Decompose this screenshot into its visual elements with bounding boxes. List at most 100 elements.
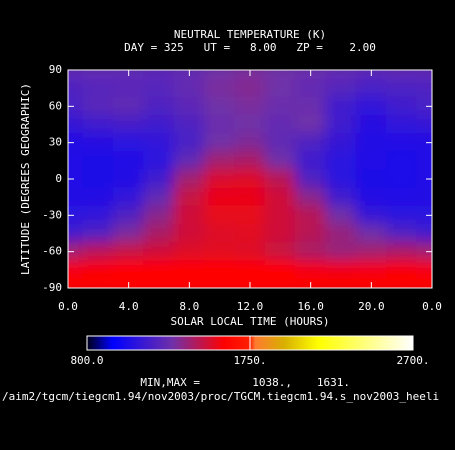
heat-cell: [355, 242, 387, 262]
heat-cell: [295, 260, 327, 280]
heat-cell: [173, 169, 205, 189]
heat-cell: [204, 223, 236, 244]
heat-cell: [68, 96, 84, 116]
heat-cell: [113, 169, 145, 189]
heat-cell: [416, 151, 432, 171]
heat-cell: [204, 96, 236, 116]
heat-cell: [386, 187, 418, 207]
heat-cell: [82, 260, 114, 280]
heat-cell: [204, 70, 236, 80]
chart-subtitle: DAY = 325 UT = 8.00 ZP = 2.00: [124, 41, 376, 54]
heat-cell: [143, 260, 175, 280]
heat-cell: [264, 169, 296, 189]
heat-cell: [82, 223, 114, 244]
heat-cell: [68, 70, 84, 80]
heat-cell: [295, 151, 327, 171]
heat-cell: [325, 96, 357, 116]
heat-cell: [113, 78, 145, 98]
heat-cell: [386, 278, 418, 288]
heat-cell: [386, 70, 418, 80]
heat-cell: [295, 223, 327, 244]
heat-cell: [325, 242, 357, 262]
heat-cell: [295, 169, 327, 189]
x-tick-label: 0.0: [58, 300, 78, 313]
heat-cell: [113, 223, 145, 244]
heat-cell: [204, 242, 236, 262]
heat-cell: [82, 78, 114, 98]
y-tick-label: 0: [55, 172, 62, 185]
heat-cell: [416, 96, 432, 116]
heat-cell: [295, 133, 327, 153]
heat-cell: [386, 133, 418, 153]
x-tick-label: 0.0: [422, 300, 442, 313]
heat-cell: [82, 169, 114, 189]
heat-cell: [234, 223, 266, 244]
heat-cell: [264, 278, 296, 288]
heat-cell: [82, 133, 114, 153]
heat-cell: [234, 169, 266, 189]
heat-cell: [416, 278, 432, 288]
heat-cell: [204, 133, 236, 153]
heat-cell: [204, 278, 236, 288]
heat-cell: [325, 151, 357, 171]
heat-cell: [355, 223, 387, 244]
heat-cell: [416, 223, 432, 244]
heat-cell: [386, 78, 418, 98]
x-tick-label: 4.0: [119, 300, 139, 313]
heat-cell: [355, 96, 387, 116]
heat-cell: [143, 169, 175, 189]
heat-cell: [386, 223, 418, 244]
colorbar-tick-label: 800.0: [70, 354, 103, 367]
max-value: 1631.: [317, 376, 350, 389]
heat-cell: [416, 70, 432, 80]
heat-cell: [355, 169, 387, 189]
y-tick-label: 30: [49, 136, 62, 149]
heat-cell: [82, 114, 114, 135]
heat-cell: [68, 242, 84, 262]
heat-cell: [416, 114, 432, 135]
heat-cell: [325, 278, 357, 288]
heat-cell: [68, 169, 84, 189]
heat-cell: [113, 96, 145, 116]
heat-cell: [113, 205, 145, 225]
heat-cell: [264, 260, 296, 280]
y-tick-label: -30: [42, 208, 62, 221]
heat-cell: [82, 278, 114, 288]
heat-cell: [325, 260, 357, 280]
heat-cell: [234, 205, 266, 225]
heat-cell: [68, 114, 84, 135]
heat-cell: [143, 96, 175, 116]
heat-cell: [143, 78, 175, 98]
heat-cell: [173, 133, 205, 153]
heat-cell: [355, 114, 387, 135]
heat-cell: [416, 242, 432, 262]
heat-cell: [113, 187, 145, 207]
heat-cell: [295, 187, 327, 207]
heat-cell: [355, 133, 387, 153]
heat-cell: [234, 242, 266, 262]
y-axis-label: LATITUDE (DEGREES GEOGRAPHIC): [19, 83, 32, 275]
heat-cell: [204, 260, 236, 280]
heat-cell: [355, 78, 387, 98]
heat-cell: [173, 260, 205, 280]
heat-cell: [113, 260, 145, 280]
heat-cell: [416, 169, 432, 189]
heat-cell: [68, 133, 84, 153]
heat-cell: [386, 242, 418, 262]
heat-cell: [264, 70, 296, 80]
heat-cell: [325, 205, 357, 225]
x-axis-label: SOLAR LOCAL TIME (HOURS): [171, 315, 330, 328]
footer-path: /aim2/tgcm/tiegcm1.94/nov2003/proc/TGCM.…: [2, 390, 439, 403]
heat-cell: [386, 169, 418, 189]
heat-cell: [264, 223, 296, 244]
heat-cell: [355, 187, 387, 207]
heat-cell: [82, 96, 114, 116]
heat-cell: [113, 133, 145, 153]
heat-cell: [264, 242, 296, 262]
heat-cell: [173, 96, 205, 116]
heat-cell: [143, 242, 175, 262]
heat-cell: [295, 205, 327, 225]
heat-cell: [386, 205, 418, 225]
heat-cell: [68, 223, 84, 244]
